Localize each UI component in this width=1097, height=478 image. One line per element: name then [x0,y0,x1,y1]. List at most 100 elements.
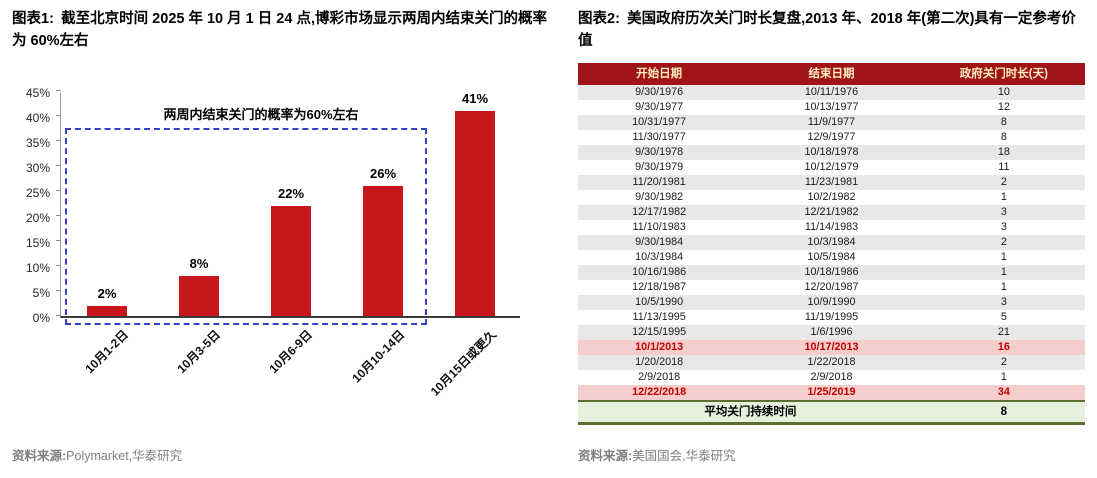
table-cell: 9/30/1976 [578,84,741,100]
table-row: 12/15/1995 1/6/1996 21 [578,324,1085,340]
table-cell: 9/30/1978 [578,144,741,160]
table-cell: 11/10/1983 [632,220,686,233]
figure1-title: 图表1: 截至北京时间 2025 年 10 月 1 日 24 点,博彩市场显示两… [12,8,552,53]
table-cell: 2/9/2018 [810,370,853,383]
table-cell: 12/21/1982 [740,204,923,220]
bar-value-label: 41% [461,90,489,106]
y-tick-label: 15% [25,235,50,250]
table-cell: 2 [922,234,1085,250]
table-row: 12/17/1982 12/21/1982 3 [578,204,1085,220]
table-row: 9/30/1984 10/3/1984 2 [578,234,1085,250]
bar-value-label: 22% [277,185,305,201]
table-cell: 9/30/1982 [635,190,684,203]
table-footer-label: 平均关门持续时间 [578,399,923,425]
table-cell: 12/9/1977 [807,130,856,143]
figure2-title-label: 图表2: [578,11,620,27]
table-cell: 10/17/2013 [740,339,923,355]
bar [455,110,495,316]
figure1-source-label: 资料来源: [12,449,67,463]
x-tick-label: 10月10-14日 [349,327,408,386]
table-cell: 1 [922,264,1085,280]
table-cell: 10/31/1977 [578,114,741,130]
table-row: 10/1/2013 10/17/2013 16 [578,339,1085,355]
table-cell: 12 [997,100,1010,113]
figure2-title: 图表2: 美国政府历次关门时长复盘,2013 年、2018 年(第二次)具有一定… [578,8,1085,53]
table-cell: 11/14/1983 [804,220,859,233]
table-cell: 9/30/1977 [635,100,684,113]
y-tick-label: 10% [25,260,50,275]
y-tick-mark [56,239,61,241]
table-row: 9/30/1979 10/12/1979 11 [578,160,1085,175]
annotation-label: 两周内结束关门的概率为60%左右 [163,106,359,122]
table-cell: 12/18/1987 [632,280,687,293]
table-cell: 10/13/1977 [804,100,859,113]
table-cell: 9/30/1984 [578,234,741,250]
table-cell: 10/9/1990 [740,294,923,310]
table-cell: 9/30/1979 [635,160,684,173]
x-tick-label: 10月6-9日 [266,327,316,376]
figure1-panel: 图表1: 截至北京时间 2025 年 10 月 1 日 24 点,博彩市场显示两… [12,8,552,472]
table-row: 11/30/1977 12/9/1977 8 [578,130,1085,145]
table-row: 11/20/1981 11/23/1981 2 [578,174,1085,190]
bar [271,205,311,316]
x-tick-label: 10月1-2日 [82,327,132,376]
figure2-source-label: 资料来源: [578,449,633,463]
table-row: 11/13/1995 11/19/1995 5 [578,310,1085,325]
bar-value-label: 8% [189,255,209,271]
table-cell: 11/30/1977 [632,130,686,143]
table-cell: 2 [922,354,1085,370]
bar [87,305,127,316]
y-tick-mark [56,164,61,166]
table-cell: 8 [922,114,1085,130]
table-cell: 5 [1000,310,1007,323]
bar-value-label: 26% [369,165,397,181]
table-cell: 10/11/1976 [740,84,923,100]
table-cell: 8 [1000,130,1007,143]
bar [363,185,403,316]
y-tick-mark [56,314,61,316]
table-cell: 10/2/1982 [807,190,856,203]
y-axis: 0% 5% 10% 15% 20% 25% 30% 35% 40% 45% [12,86,58,325]
table-cell: 18 [922,144,1085,160]
figure2-title-text: 美国政府历次关门时长复盘,2013 年、2018 年(第二次)具有一定参考价值 [578,11,1076,50]
table-cell: 10 [922,84,1085,100]
y-tick-mark [56,264,61,266]
table-cell: 11/19/1995 [804,310,859,323]
table-cell: 3 [922,204,1085,220]
table-cell: 10/1/2013 [578,339,741,355]
figure1-title-text: 截至北京时间 2025 年 10 月 1 日 24 点,博彩市场显示两周内结束关… [12,11,547,50]
table-cell: 11/13/1995 [632,310,686,323]
y-tick-label: 0% [32,310,50,325]
table-row: 12/22/2018 1/25/2019 34 [578,384,1085,401]
table-cell: 10/18/1986 [740,264,923,280]
table-cell: 1/20/2018 [578,354,741,370]
table-row: 11/10/1983 11/14/1983 3 [578,220,1085,235]
table-cell: 10/5/1990 [578,294,741,310]
table-header-cell: 政府关门时长(天) [922,62,1085,85]
table-row: 12/18/1987 12/20/1987 1 [578,280,1085,295]
bar [179,275,219,316]
shutdown-table-body: 9/30/1976 10/11/1976 10 9/30/1977 10/13/1977… [578,84,1085,401]
y-tick-label: 40% [25,110,50,125]
table-cell: 11/9/1977 [740,114,923,130]
x-tick-label: 10月15日或更久 [428,327,500,399]
figure1-source: 资料来源:Polymarket,华泰研究 [12,445,182,464]
y-tick-label: 25% [25,185,50,200]
table-cell: 10/18/1978 [740,144,923,160]
table-row: 10/3/1984 10/5/1984 1 [578,250,1085,265]
table-row: 9/30/1977 10/13/1977 12 [578,100,1085,115]
table-row: 2/9/2018 2/9/2018 1 [578,370,1085,385]
table-header-cell: 结束日期 [740,62,923,85]
table-cell: 1 [1000,370,1007,383]
y-tick-label: 5% [32,285,50,300]
shutdown-table-wrap: 开始日期 结束日期 政府关门时长(天) 9/30/1976 10/11/1976 10 9… [578,62,1085,425]
table-row: 9/30/1976 10/11/1976 10 [578,84,1085,100]
table-cell: 2 [922,174,1085,190]
table-footer: 平均关门持续时间 8 [578,399,1085,425]
y-tick-mark [56,139,61,141]
figure2-source: 资料来源:美国国会,华泰研究 [578,445,736,464]
table-cell: 10/12/1979 [804,160,859,173]
y-tick-mark [56,214,61,216]
bar-value-label: 2% [97,285,117,301]
